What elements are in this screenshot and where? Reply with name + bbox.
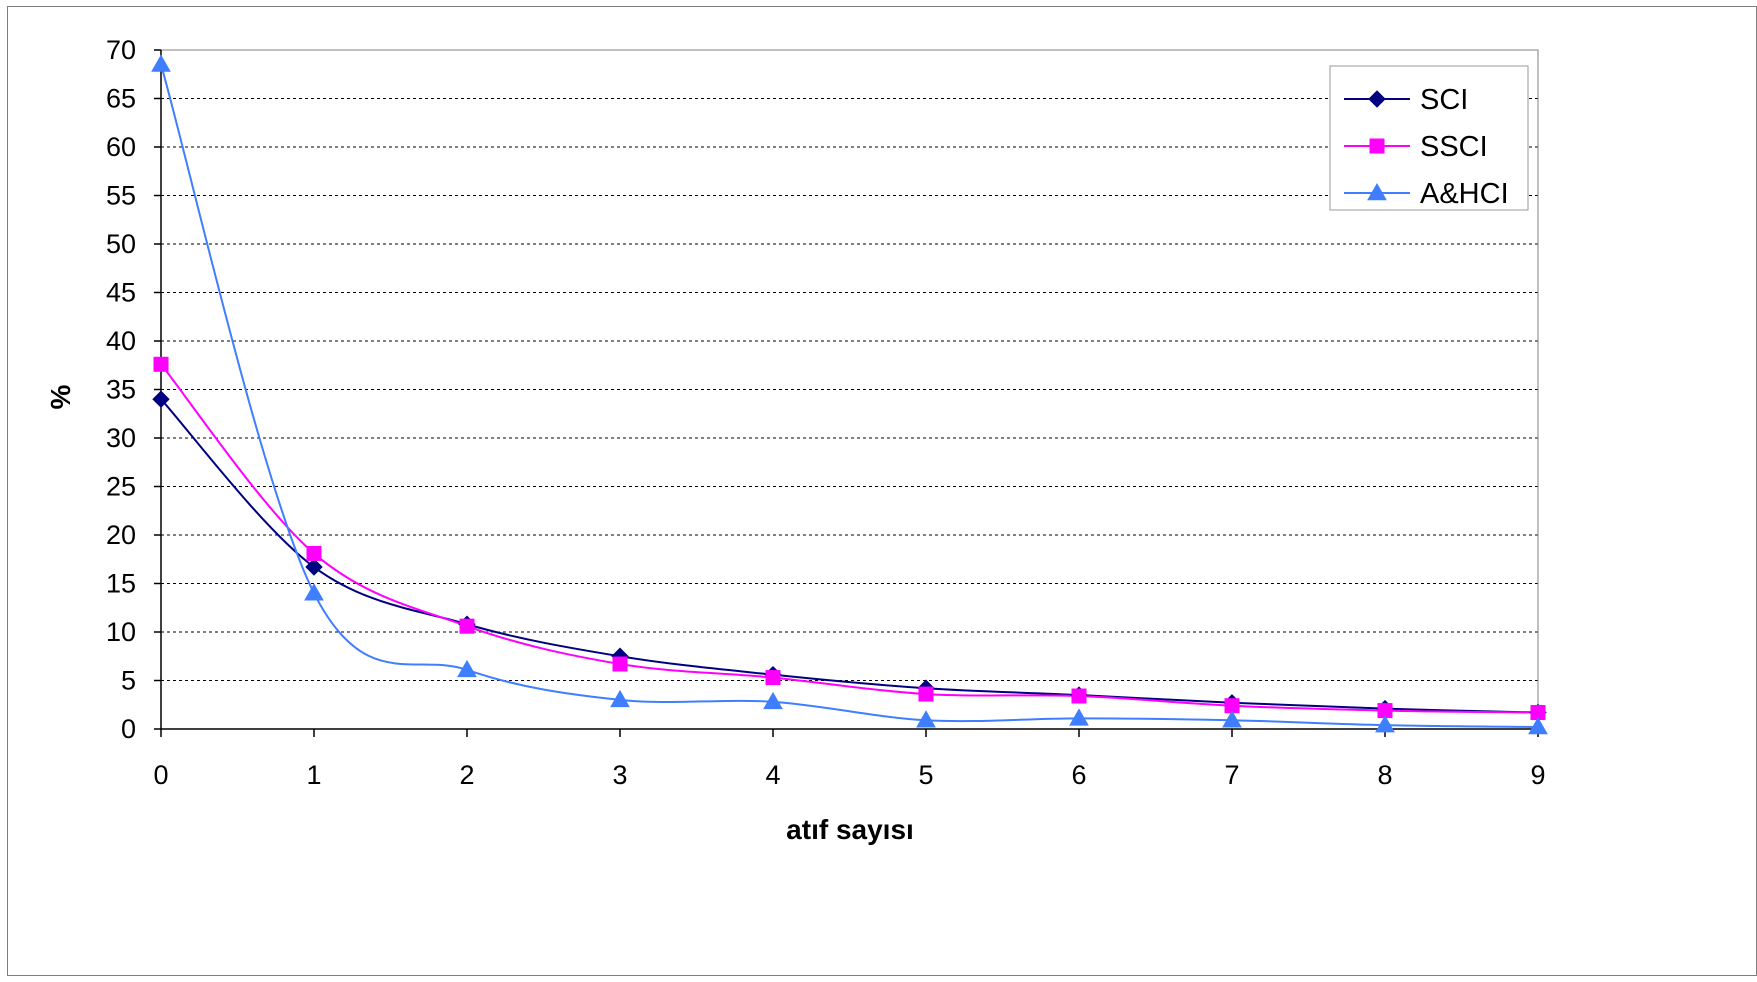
y-tick-label: 20 — [106, 520, 136, 550]
legend-label: SCI — [1420, 84, 1468, 116]
data-point-ssci — [918, 686, 934, 702]
legend-items: SCI SSCI A&HCI — [1344, 84, 1509, 210]
y-tick-label: 0 — [121, 714, 136, 744]
y-tick-label: 70 — [106, 35, 136, 65]
data-point-a-hci — [1222, 710, 1242, 728]
y-tick-label: 40 — [106, 326, 136, 356]
data-point-a-hci — [1528, 717, 1548, 735]
x-tick-label: 8 — [1377, 760, 1392, 790]
data-point-a-hci — [610, 689, 630, 708]
data-point-sci — [305, 558, 323, 576]
x-axis-title: atıf sayısı — [786, 814, 914, 845]
x-tick-label: 1 — [306, 760, 321, 790]
data-point-a-hci — [457, 659, 477, 678]
y-tick-label: 60 — [106, 132, 136, 162]
series-line-sci — [160, 398, 1539, 714]
y-tick-label: 45 — [106, 278, 136, 308]
data-point-ssci — [306, 545, 322, 561]
legend-marker — [1369, 138, 1385, 154]
data-point-ssci — [612, 656, 628, 672]
series-markers — [151, 54, 1548, 735]
x-tick-label: 7 — [1224, 760, 1239, 790]
legend: SCI SSCI A&HCI — [1329, 65, 1529, 211]
y-tick-label: 50 — [106, 229, 136, 259]
x-tick-label: 0 — [153, 760, 168, 790]
legend-marker — [1368, 90, 1386, 108]
data-point-a-hci — [916, 710, 936, 728]
y-tick-label: 65 — [106, 84, 136, 114]
y-tick-label: 5 — [121, 666, 136, 696]
y-axis-title: % — [45, 384, 76, 409]
legend-label: SSCI — [1420, 131, 1488, 163]
axes — [154, 49, 1539, 737]
gridlines — [161, 49, 1538, 681]
data-point-sci — [152, 390, 170, 408]
x-tick-label: 9 — [1530, 760, 1545, 790]
data-point-a-hci — [151, 54, 171, 72]
data-point-ssci — [459, 618, 475, 634]
data-point-ssci — [153, 356, 169, 372]
data-point-a-hci — [304, 583, 324, 601]
data-point-a-hci — [1375, 715, 1395, 733]
y-tick-label: 10 — [106, 617, 136, 647]
series-line-ssci — [160, 363, 1539, 714]
y-tick-label: 25 — [106, 472, 136, 502]
y-tick-label: 55 — [106, 181, 136, 211]
data-point-a-hci — [763, 691, 783, 710]
legend-box — [1329, 65, 1529, 211]
y-tick-label: 15 — [106, 569, 136, 599]
x-tick-label: 4 — [765, 760, 780, 790]
legend-label: A&HCI — [1420, 178, 1509, 210]
y-tick-label: 35 — [106, 375, 136, 405]
x-tick-label: 2 — [459, 760, 474, 790]
x-tick-label: 3 — [612, 760, 627, 790]
x-tick-label: 5 — [918, 760, 933, 790]
legend-marker — [1367, 182, 1387, 201]
x-tick-label: 6 — [1071, 760, 1086, 790]
data-point-ssci — [1071, 688, 1087, 704]
y-tick-label: 30 — [106, 423, 136, 453]
chart-frame: 0 5 10 15 20 25 30 35 40 45 50 55 60 65 70 0 1 2 3 4 5 6 7 8 9 a… — [7, 6, 1757, 976]
data-point-a-hci — [1069, 708, 1089, 726]
data-point-ssci — [765, 670, 781, 686]
